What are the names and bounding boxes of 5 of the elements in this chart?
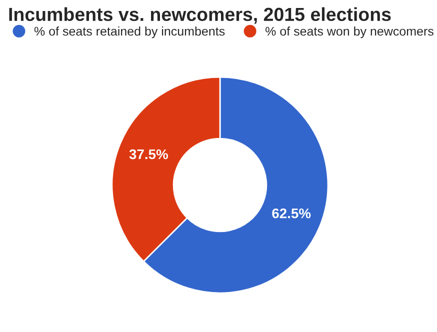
legend-label: % of seats won by newcomers [266, 26, 434, 38]
chart-title: Incumbents vs. newcomers, 2015 elections [9, 7, 391, 24]
legend-label: % of seats retained by incumbents [34, 26, 225, 38]
data-label: 37.5% [129, 149, 168, 160]
data-label: 62.5% [272, 208, 311, 218]
